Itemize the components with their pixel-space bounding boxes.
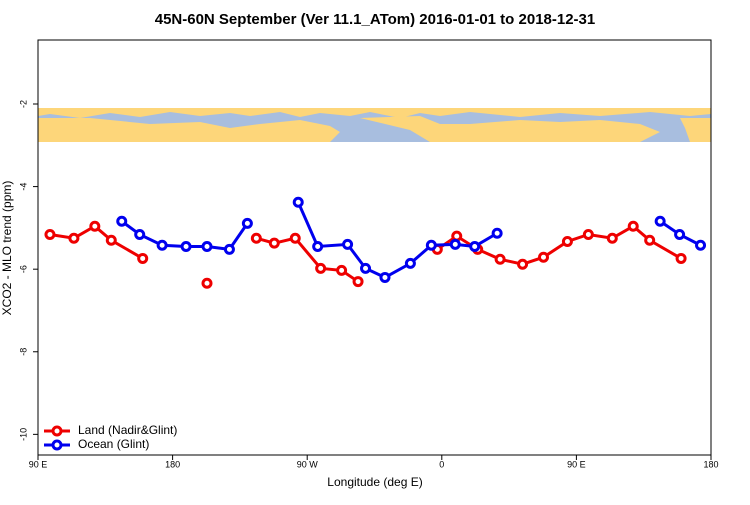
y-tick-label: -8 <box>18 348 28 356</box>
point <box>654 215 666 227</box>
y-tick-label: -6 <box>18 265 28 273</box>
x-tick-label: 90 E <box>29 459 48 469</box>
point <box>491 227 503 239</box>
point <box>674 228 686 240</box>
point <box>425 239 437 251</box>
point <box>201 277 213 289</box>
legend-marker <box>51 439 63 451</box>
point <box>449 238 461 250</box>
y-tick-label: -10 <box>18 428 28 441</box>
x-tick-label: 180 <box>165 459 180 469</box>
point <box>336 264 348 276</box>
point <box>494 253 506 265</box>
point <box>250 232 262 244</box>
point <box>201 240 213 252</box>
point <box>379 271 391 283</box>
point <box>223 243 235 255</box>
legend-label: Land (Nadir&Glint) <box>78 423 177 437</box>
point <box>695 239 707 251</box>
point <box>68 232 80 244</box>
point <box>451 230 463 242</box>
point <box>561 236 573 248</box>
point <box>289 232 301 244</box>
x-tick-label: 0 <box>439 459 444 469</box>
x-tick-label: 90 W <box>297 459 319 469</box>
point <box>606 232 618 244</box>
legend-label: Ocean (Glint) <box>78 437 149 451</box>
point <box>404 257 416 269</box>
point <box>241 217 253 229</box>
point <box>134 228 146 240</box>
legend-marker <box>51 425 63 437</box>
point <box>312 240 324 252</box>
point <box>342 238 354 250</box>
point <box>675 252 687 264</box>
x-tick-label: 90 E <box>567 459 586 469</box>
point <box>268 237 280 249</box>
point <box>44 228 56 240</box>
x-axis-label: Longitude (deg E) <box>327 475 422 489</box>
plot-frame <box>37 39 712 456</box>
point <box>352 276 364 288</box>
point <box>537 251 549 263</box>
point <box>644 234 656 246</box>
point <box>582 228 594 240</box>
y-tick-label: -2 <box>18 100 28 108</box>
point <box>89 220 101 232</box>
point <box>517 258 529 270</box>
point <box>180 240 192 252</box>
chart-title: 45N-60N September (Ver 11.1_ATom) 2016-0… <box>155 11 596 28</box>
point <box>292 196 304 208</box>
point <box>627 220 639 232</box>
map-strip <box>38 108 711 142</box>
y-axis-label: XCO2 - MLO trend (ppm) <box>0 181 14 316</box>
point <box>156 239 168 251</box>
point <box>469 240 481 252</box>
point <box>360 262 372 274</box>
x-tick-label: 180 <box>703 459 718 469</box>
point <box>137 252 149 264</box>
point <box>105 234 117 246</box>
y-tick-label: -4 <box>18 183 28 191</box>
point <box>116 215 128 227</box>
point <box>315 262 327 274</box>
